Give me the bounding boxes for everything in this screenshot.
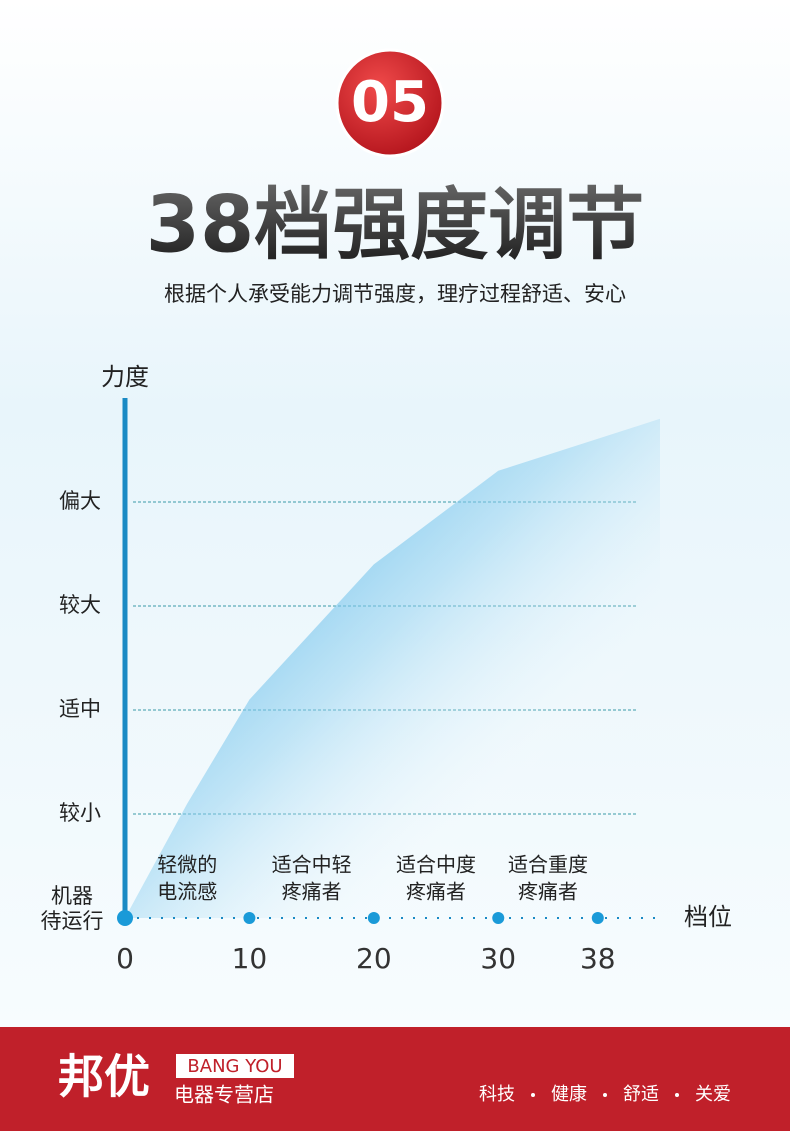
area	[125, 418, 660, 918]
slogan-word: 关爱	[695, 1084, 731, 1105]
y-axis-label: 力度	[101, 363, 149, 391]
x-tick-dot	[591, 912, 604, 924]
x-tick-label: 10	[232, 942, 268, 975]
x-tick-label: 30	[480, 942, 516, 975]
slogan-word: 科技	[479, 1084, 515, 1105]
x-tick-label: 20	[356, 942, 392, 975]
annotation: 疼痛者	[282, 880, 342, 904]
title: 38档强度调节	[146, 180, 645, 270]
annotation: 适合中度	[396, 853, 476, 877]
x-tick-dot	[117, 910, 133, 926]
badge-number: 05	[351, 70, 429, 135]
slogan: 科技 健康 舒适 关爱	[479, 1084, 731, 1105]
slogan-dot	[675, 1093, 679, 1097]
annotation: 电流感	[157, 880, 217, 904]
y-tick-label: 较大	[59, 593, 101, 617]
slogan-dot	[603, 1093, 607, 1097]
store: 电器专营店	[174, 1083, 274, 1107]
brand-en-box	[176, 1054, 294, 1078]
y-tick-label: 较小	[59, 801, 101, 825]
y-tick-label: 偏大	[59, 489, 101, 513]
slogan-word: 舒适	[623, 1084, 659, 1105]
x-tick-label: 0	[116, 942, 134, 975]
footer-band	[0, 1027, 790, 1131]
annotation: 轻微的	[157, 853, 217, 877]
x-tick-dot	[243, 912, 256, 924]
slogan-dot	[531, 1093, 535, 1097]
badge	[335, 48, 445, 158]
y-tick-label: 适中	[59, 697, 101, 721]
x-axis-label: 档位	[684, 903, 732, 931]
origin-label: 机器	[51, 884, 93, 908]
x-tick-label: 38	[580, 942, 616, 975]
annotation: 适合重度	[508, 853, 588, 877]
subtitle: 根据个人承受能力调节强度，理疗过程舒适、安心	[164, 282, 626, 306]
annotation: 适合中轻	[272, 853, 352, 877]
x-tick-dot	[492, 912, 505, 924]
brand-en: BANG YOU	[187, 1056, 282, 1077]
brand: 邦优	[58, 1050, 150, 1104]
x-tick-dot	[367, 912, 380, 924]
annotation: 疼痛者	[518, 880, 578, 904]
origin-label: 待运行	[41, 909, 104, 933]
annotation: 疼痛者	[406, 880, 466, 904]
slogan-word: 健康	[551, 1084, 587, 1105]
